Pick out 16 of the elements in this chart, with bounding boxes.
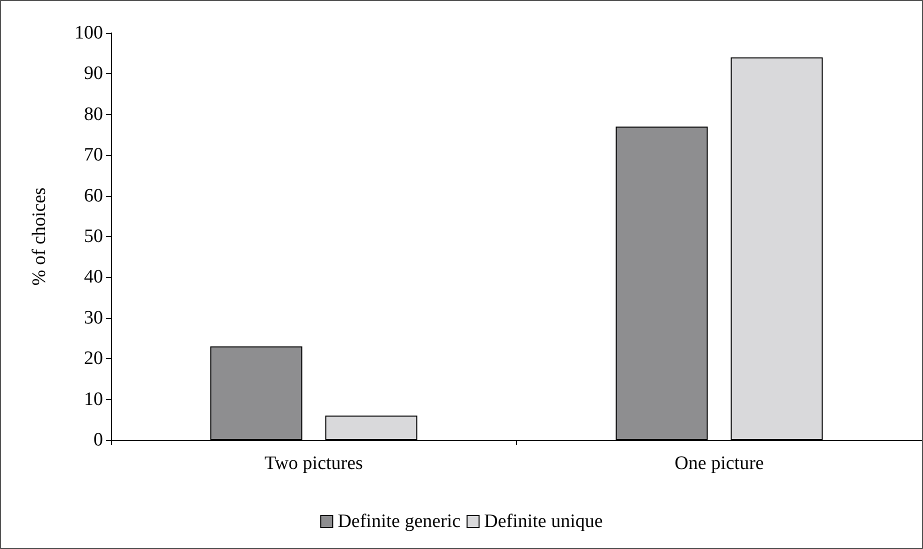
y-tick-label: 10 [84, 388, 103, 410]
y-tick-label: 100 [74, 22, 103, 44]
x-tick-label: Two pictures [264, 453, 363, 474]
y-tick-label: 30 [84, 307, 103, 328]
y-tick-label: 40 [84, 266, 103, 288]
y-tick-label: 90 [84, 63, 103, 84]
legend-label: Definite unique [484, 511, 603, 532]
legend-label: Definite generic [338, 511, 461, 532]
x-tick-label: One picture [674, 453, 764, 474]
y-axis-title: % of choices [29, 187, 50, 286]
y-tick-label: 80 [84, 104, 103, 125]
y-tick-label: 20 [84, 348, 103, 370]
y-tick-label: 70 [84, 144, 103, 166]
y-tick-label: 50 [84, 226, 103, 247]
y-tick-label: 0 [94, 430, 103, 450]
y-tick-label: 60 [84, 185, 103, 206]
